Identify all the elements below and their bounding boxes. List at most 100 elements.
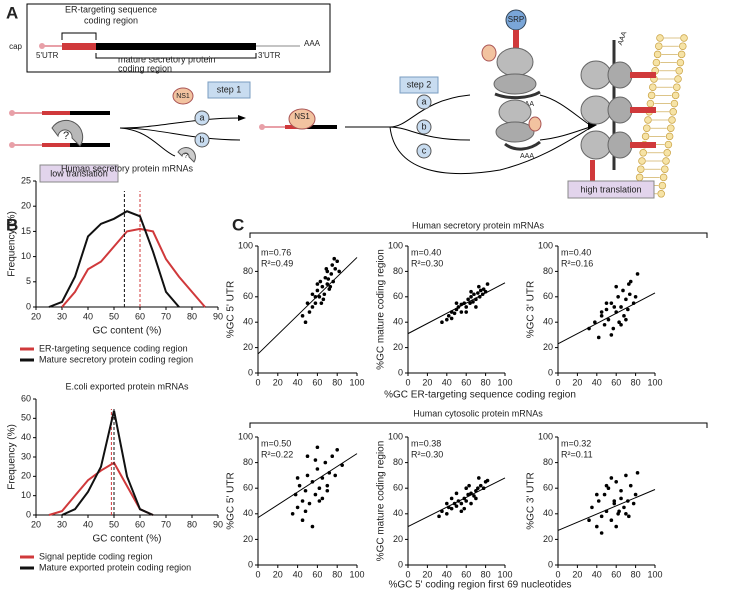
- point: [469, 501, 473, 506]
- x-tick-label: 40: [592, 377, 602, 387]
- y-tick-label: 20: [393, 342, 403, 352]
- fit-line: [257, 453, 358, 519]
- point: [633, 295, 638, 299]
- point: [593, 320, 597, 325]
- label: coding region: [118, 63, 172, 73]
- label: SRP: [508, 15, 524, 24]
- x-tick-label: 40: [592, 569, 602, 579]
- lipid-head: [675, 67, 683, 75]
- point: [609, 518, 614, 522]
- point: [332, 256, 337, 261]
- ns1: [172, 87, 194, 105]
- point: [596, 335, 601, 340]
- point: [477, 476, 481, 480]
- point: [599, 314, 604, 318]
- arrow: [539, 94, 591, 126]
- point: [462, 506, 467, 511]
- lipid-head: [641, 132, 650, 141]
- bracket: [95, 53, 257, 59]
- series-line: [61, 410, 154, 516]
- x-tick-label: 60: [611, 569, 621, 579]
- lipid-head: [657, 190, 665, 198]
- point: [609, 476, 614, 480]
- y-tick-label: 40: [543, 317, 553, 327]
- y-tick-label: 20: [543, 342, 553, 352]
- x-tick-label: 30: [57, 311, 67, 321]
- point: [602, 322, 607, 327]
- point: [628, 279, 633, 284]
- fit-label: R²=0.22: [261, 449, 293, 459]
- point: [464, 486, 469, 491]
- point: [445, 317, 449, 322]
- point: [305, 473, 310, 478]
- point: [624, 512, 628, 516]
- lipid-head: [673, 83, 681, 91]
- label: 5'UTR: [36, 51, 59, 60]
- x-tick-label: 100: [647, 377, 662, 387]
- point: [595, 524, 599, 529]
- point: [477, 284, 481, 289]
- x-tick-label: 0: [405, 569, 410, 579]
- bracket: [249, 422, 708, 428]
- point: [464, 305, 469, 309]
- y-tick-label: 60: [243, 483, 253, 493]
- point: [297, 483, 302, 488]
- lipid-head: [635, 173, 644, 182]
- point: [310, 524, 315, 529]
- point: [468, 301, 472, 305]
- point: [310, 292, 315, 297]
- lipid-head: [665, 132, 674, 141]
- x-tick-label: 80: [332, 569, 342, 579]
- point: [617, 320, 621, 325]
- lipid-head: [662, 157, 670, 165]
- x-tick-label: 100: [497, 377, 512, 387]
- path-circle: [416, 119, 432, 135]
- lipid-head: [668, 116, 676, 124]
- point: [617, 509, 621, 514]
- fit-label: m=0.32: [561, 438, 591, 448]
- lipid-head: [671, 91, 680, 100]
- y-tick-label: 10: [21, 251, 31, 261]
- x-axis-label: %GC ER-targeting sequence coding region: [384, 390, 576, 401]
- ns1: [481, 44, 497, 62]
- x-tick-label: 20: [273, 569, 283, 579]
- y-tick-label: 0: [398, 559, 403, 569]
- lipid-head: [669, 108, 677, 116]
- panel-a: A cap 5'UTR 3'UTR AAA ER-targeting seque…: [6, 3, 688, 199]
- label: coding region: [84, 15, 138, 25]
- point: [315, 445, 320, 450]
- y-tick-label: 60: [543, 291, 553, 301]
- mature-segment: [307, 125, 337, 129]
- y-tick-label: 80: [243, 457, 253, 467]
- y-tick-label: 20: [543, 534, 553, 544]
- series-line: [48, 210, 180, 308]
- y-tick-label: 100: [538, 431, 553, 441]
- point: [329, 272, 334, 276]
- x-axis-label: GC content (%): [93, 534, 162, 545]
- label: high translation: [580, 184, 641, 194]
- x-tick-label: 60: [135, 519, 145, 529]
- label: a: [199, 112, 204, 122]
- point: [337, 269, 341, 274]
- y-axis-label: %GC 3' UTR: [526, 472, 537, 529]
- point: [474, 496, 478, 501]
- x-tick-label: 0: [555, 569, 560, 579]
- point: [330, 454, 335, 459]
- y-tick-label: 10: [21, 490, 31, 500]
- x-tick-label: 30: [57, 519, 67, 529]
- ribosome: [607, 131, 633, 159]
- point: [485, 282, 490, 286]
- group-title: Human secretory protein mRNAs: [412, 220, 545, 230]
- x-tick-label: 20: [572, 569, 582, 579]
- point: [478, 483, 483, 488]
- point: [328, 284, 333, 289]
- point: [619, 496, 623, 501]
- er-segment: [42, 143, 70, 147]
- legend-label: Signal peptide coding region: [39, 551, 153, 561]
- x-tick-label: 50: [109, 311, 119, 321]
- y-axis-label: %GC 5' UTR: [226, 281, 237, 338]
- lipid-head: [647, 91, 656, 100]
- y-axis-label: %GC 3' UTR: [526, 281, 537, 338]
- panel-letter: C: [232, 215, 244, 234]
- x-tick-label: 70: [161, 311, 171, 321]
